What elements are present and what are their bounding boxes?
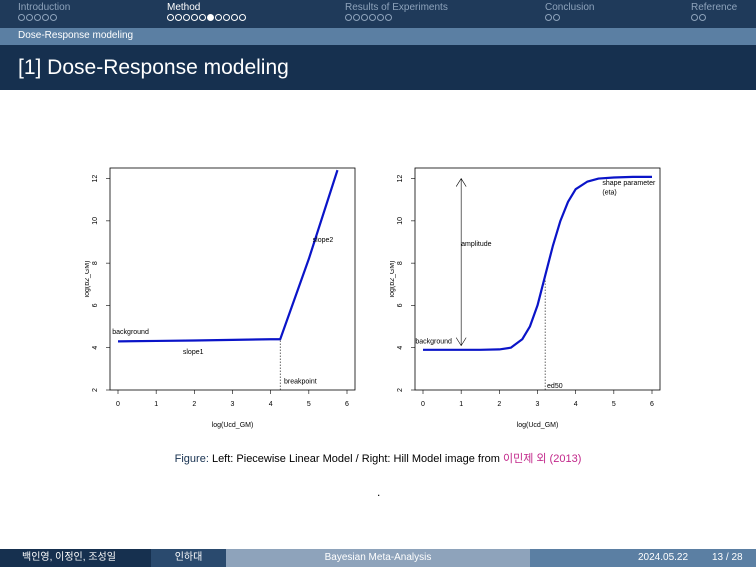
plot-frame [109, 167, 356, 391]
x-tick-label: 6 [650, 401, 654, 408]
y-tick-label: 12 [92, 175, 99, 183]
model-curve [117, 169, 339, 343]
x-axis-label: log(Ucd_GM) [517, 422, 559, 429]
figure-caption: Figure: Left: Piecewise Linear Model / R… [0, 450, 756, 466]
subsection-title: Dose-Response modeling [18, 30, 134, 41]
y-tick-label: 12 [397, 175, 404, 183]
y-tick-label: 2 [397, 388, 404, 392]
y-axis-label: log(b2_GM) [85, 261, 91, 298]
y-tick-label: 6 [92, 303, 99, 307]
footer-institute: 인하대 [174, 552, 203, 563]
chart-annotation: amplitude [461, 241, 491, 248]
x-tick-label: 0 [116, 401, 120, 408]
footer-date: 2024.05.22 [638, 552, 689, 563]
frame-title: [1] Dose-Response modeling [18, 56, 289, 79]
footer: 백인영, 이정인, 조성일 인하대 Bayesian Meta-Analysis… [0, 549, 756, 567]
footer-page-number: 13 / 28 [712, 552, 743, 563]
caption-citation[interactable]: 이민제 외 (2013) [502, 453, 582, 465]
nav-dots-reference [691, 14, 707, 23]
chart-annotation: background [112, 329, 149, 336]
nav-section-conclusion[interactable]: Conclusion [545, 2, 595, 13]
x-tick-label: 2 [192, 401, 196, 408]
piecewise-linear-chart: 0 1 2 3 4 5 624681012log(Ucd_GM)log(b2_GM)back… [85, 167, 356, 429]
y-tick-label: 2 [92, 388, 99, 392]
nav-section-reference[interactable]: Reference [691, 2, 738, 13]
x-axis-label: log(Ucd_GM) [212, 422, 254, 429]
chart-annotation: breakpoint [284, 379, 317, 386]
hill-model-chart: 0 1 2 3 4 5 624681012log(Ucd_GM)log(b2_GM)ampl… [390, 167, 661, 429]
nav-section-results[interactable]: Results of Experiments [345, 2, 448, 13]
x-tick-label: 1 [459, 401, 463, 408]
nav-dots-results [345, 14, 393, 23]
y-tick-label: 8 [397, 261, 404, 265]
y-tick-label: 4 [92, 346, 99, 350]
y-tick-label: 6 [397, 303, 404, 307]
footer-title-block: Bayesian Meta-Analysis [226, 549, 530, 567]
x-tick-label: 5 [307, 401, 311, 408]
arrow-head-top [455, 178, 467, 187]
chart-annotation: slope1 [183, 349, 204, 356]
footer-date-block: 2024.05.22 13 / 28 [530, 549, 756, 567]
plot-frame [414, 167, 661, 391]
chart-annotation: shape parameter [602, 180, 656, 187]
chart-annotation: background [415, 338, 452, 345]
nav-dots-introduction [18, 14, 58, 23]
x-tick-label: 0 [421, 401, 425, 408]
x-tick-label: 5 [612, 401, 616, 408]
footer-authors-block: 백인영, 이정인, 조성일 [0, 549, 151, 567]
chart-annotation: (eta) [602, 189, 616, 196]
nav-dots-conclusion [545, 14, 561, 23]
x-tick-label: 4 [269, 401, 273, 408]
x-tick-label: 3 [536, 401, 540, 408]
arrow-head-bottom [455, 337, 467, 347]
y-tick-label: 4 [397, 346, 404, 350]
model-curve [423, 175, 652, 351]
x-tick-label: 6 [345, 401, 349, 408]
y-tick-label: 10 [92, 217, 99, 225]
y-tick-label: 10 [397, 217, 404, 225]
footer-title: Bayesian Meta-Analysis [324, 552, 432, 563]
nav-dots-method [167, 14, 247, 23]
caption-text: Left: Piecewise Linear Model / Right: Hi… [208, 453, 503, 465]
x-tick-label: 1 [154, 401, 158, 408]
y-tick-label: 8 [92, 261, 99, 265]
top-navigation: Introduction Method Results of Experimen… [0, 0, 756, 28]
x-tick-label: 4 [574, 401, 578, 408]
bullet-dot: . [377, 485, 381, 499]
subsection-bar: Dose-Response modeling [0, 28, 756, 45]
nav-section-introduction[interactable]: Introduction [18, 2, 71, 13]
y-axis-label: log(b2_GM) [390, 261, 396, 298]
frame-title-bar: [1] Dose-Response modeling [0, 45, 756, 90]
caption-label: Figure: [174, 453, 209, 465]
footer-authors: 백인영, 이정인, 조성일 [22, 552, 116, 563]
nav-section-method[interactable]: Method [167, 2, 201, 13]
x-tick-label: 2 [497, 401, 501, 408]
x-tick-label: 3 [231, 401, 235, 408]
footer-institute-block: 인하대 [151, 549, 226, 567]
chart-annotation: slope2 [313, 237, 334, 244]
chart-annotation: ed50 [547, 383, 563, 390]
